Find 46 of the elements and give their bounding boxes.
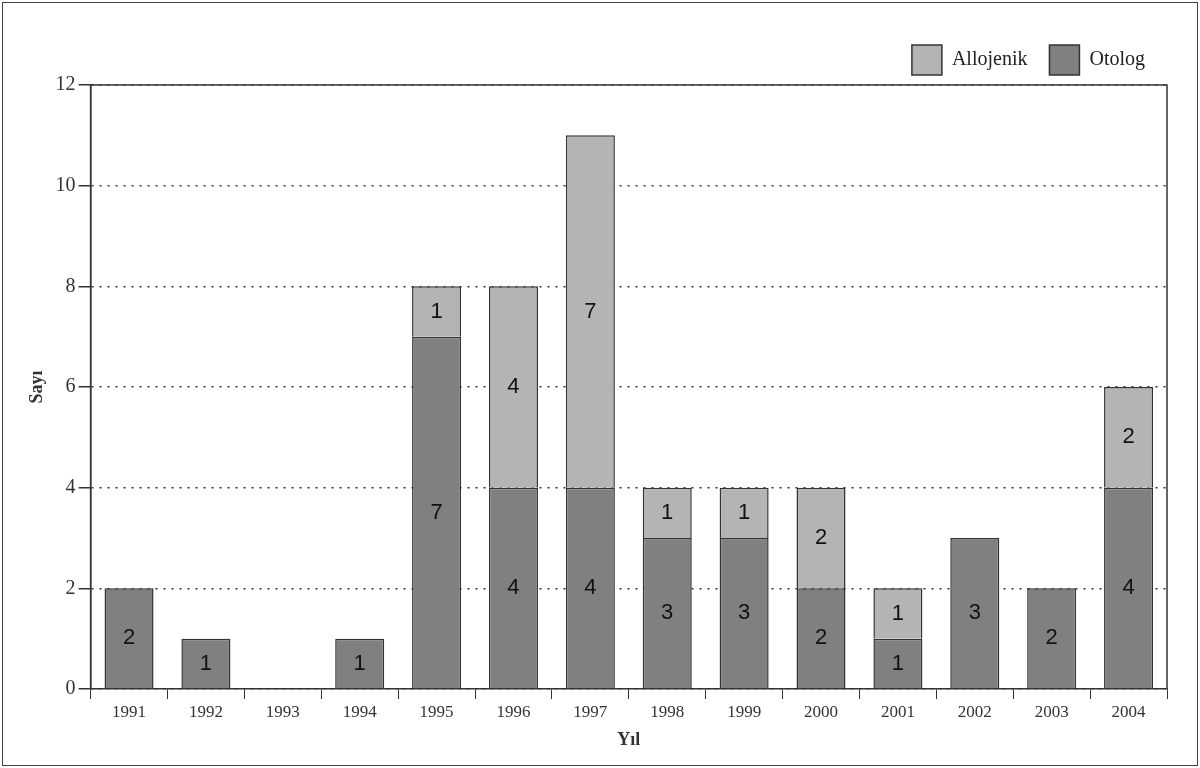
data-label: 7 [430, 498, 443, 524]
x-axis-title: Yıl [617, 728, 641, 749]
y-tick-label: 6 [65, 374, 76, 397]
data-label: 2 [1045, 624, 1058, 650]
x-tick-label: 1994 [342, 701, 378, 721]
y-tick-label: 2 [65, 575, 76, 598]
x-tick-label: 2001 [880, 701, 915, 721]
y-tick-label: 10 [55, 172, 76, 195]
y-tick-label: 0 [65, 676, 76, 699]
x-tick-label: 1993 [265, 701, 300, 721]
data-label: 1 [661, 498, 674, 524]
data-label: 1 [353, 649, 366, 675]
data-label: 3 [968, 599, 981, 625]
data-label: 3 [738, 599, 751, 625]
x-tick-label: 1997 [573, 701, 608, 721]
data-label: 3 [661, 599, 674, 625]
y-tick-label: 12 [55, 72, 76, 95]
data-label: 4 [507, 373, 520, 399]
legend-label: Otolog [1089, 47, 1146, 71]
x-tick-label: 1995 [419, 701, 454, 721]
data-label: 2 [814, 624, 828, 650]
x-tick-label: 1998 [650, 701, 685, 721]
data-label: 2 [122, 624, 136, 650]
data-label: 1 [199, 649, 213, 675]
data-label: 2 [1122, 423, 1135, 449]
y-tick-label: 4 [65, 474, 76, 497]
y-axis-title: Sayı [26, 370, 47, 404]
data-label: 1 [430, 297, 443, 323]
data-label: 2 [814, 524, 828, 550]
y-tick-label: 8 [65, 273, 76, 296]
data-label: 4 [584, 574, 597, 600]
data-label: 7 [584, 297, 597, 323]
data-label: 4 [507, 574, 520, 600]
data-label: 1 [891, 649, 905, 675]
x-tick-label: 1999 [727, 701, 762, 721]
x-tick-label: 1992 [188, 701, 223, 721]
data-label: 4 [1122, 574, 1135, 600]
x-tick-label: 2002 [957, 701, 992, 721]
x-tick-label: 2004 [1111, 701, 1147, 721]
x-tick-label: 1996 [496, 701, 531, 721]
x-tick-label: 2003 [1034, 701, 1069, 721]
x-tick-label: 1991 [112, 701, 147, 721]
x-tick-label: 2000 [804, 701, 839, 721]
legend-label: Allojenik [951, 47, 1028, 71]
data-label: 1 [891, 599, 905, 625]
data-label: 1 [738, 498, 751, 524]
